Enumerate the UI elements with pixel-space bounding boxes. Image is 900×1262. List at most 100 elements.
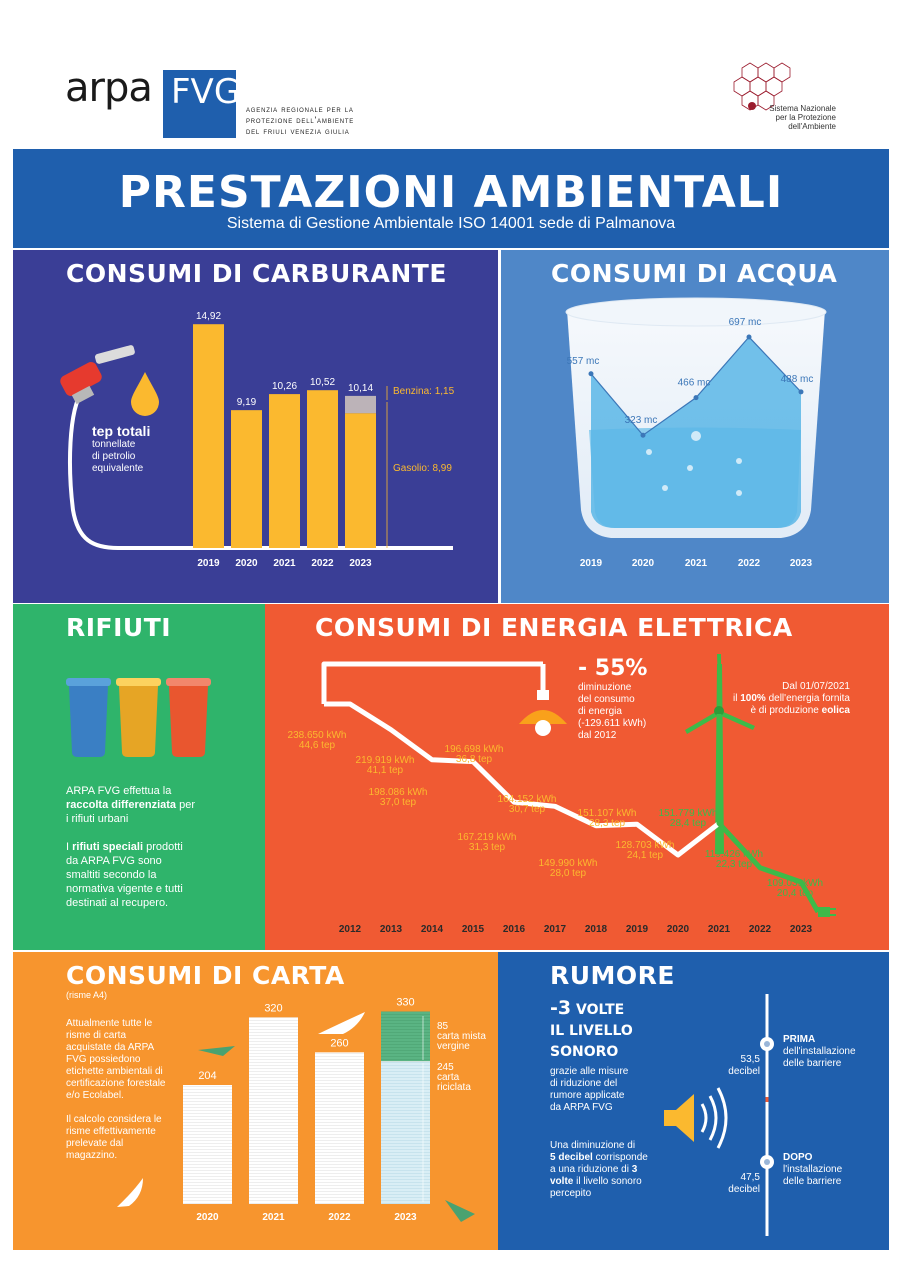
bubbles-decoration (646, 431, 742, 496)
energia-panel: CONSUMI DI ENERGIA ELETTRICA 238.650 kWh… (265, 604, 889, 950)
carta-mista-line-3: vergine (437, 1041, 470, 1052)
fuel-bar (307, 390, 338, 548)
energia-kwh-label: 238.650 kWh (288, 730, 347, 741)
wind-energy-note: Dal 01/07/2021 il 100% dell'energia forn… (725, 681, 850, 717)
energia-tep-label: 28,0 tep (550, 868, 587, 879)
acqua-value-label: 323 mc (625, 415, 658, 426)
plug-icon (818, 907, 836, 917)
energia-year-label: 2018 (585, 924, 608, 935)
rumore-desc-1: grazie alle misure (550, 1066, 629, 1077)
rumore-explain-3a: a una riduzione di (550, 1164, 632, 1175)
reduction-line-3: di energia (578, 706, 622, 717)
energia-year-label: 2012 (339, 924, 362, 935)
energia-year-label: 2014 (421, 924, 444, 935)
rifiuti-p2-f: normativa vigente e tutti (66, 883, 183, 895)
acqua-value-label: 466 mc (678, 378, 711, 389)
acqua-value-label: 488 mc (781, 374, 814, 385)
rumore-explain-2b: corrisponde (592, 1152, 648, 1163)
snpa-line-1: Sistema Nazionale (769, 104, 836, 113)
wind-note-line-2: il 100% dell'energia fornita (725, 693, 850, 705)
before-db-unit: decibel (728, 1066, 760, 1077)
acqua-chart: 557 mc 323 mc 466 mc 697 mc 488 mc 2019 2020 2… (565, 297, 827, 569)
reduction-line-4: (-129.611 kWh) (578, 718, 647, 729)
before-db: 53,5 decibel (718, 1054, 760, 1078)
rumore-explain-1: Una diminuzione di (550, 1140, 636, 1151)
wind-l3a: è di produzione (750, 705, 822, 716)
agency-line-3: del friuli venezia giulia (246, 126, 350, 136)
carburante-panel: CONSUMI DI CARBURANTE 14,92 2019 9,19 2020 1… (13, 250, 498, 603)
carta-riciclata-label: 245 carta riciclata (437, 1063, 471, 1093)
energia-tep-label: 20,4 tep (777, 888, 814, 899)
before-label: PRIMA (783, 1034, 816, 1045)
paper-year-label: 2021 (262, 1212, 285, 1223)
fuel-drop-icon (131, 372, 159, 416)
energy-reduction-value: - 55% (578, 656, 648, 681)
paper-bar-value: 330 (396, 997, 414, 1009)
wind-note-line-3: è di produzione eolica (725, 705, 850, 717)
acqua-year-label: 2023 (790, 558, 813, 569)
rifiuti-panel: RIFIUTI ARPA FVG effettua la raccolta di… (13, 604, 265, 950)
fuel-bar (193, 324, 224, 548)
rifiuti-p1-c: per (176, 799, 196, 811)
agency-name: agenzia regionale per la protezione dell… (246, 104, 354, 137)
energia-year-label: 2017 (544, 924, 567, 935)
agency-line-1: agenzia regionale per la (246, 104, 354, 114)
carta-riciclata-line-2: carta (437, 1072, 460, 1083)
rumore-desc-4: da ARPA FVG (550, 1102, 613, 1113)
carta-p1-l3: acquistate da ARPA (66, 1042, 155, 1053)
before-desc-2: dell'installazione (783, 1046, 856, 1057)
energia-year-label: 2023 (790, 924, 813, 935)
acqua-point (640, 432, 646, 438)
after-desc-3: delle barriere (783, 1176, 842, 1187)
snpa-hexagons-icon (733, 62, 791, 111)
energia-year-label: 2022 (749, 924, 772, 935)
tep-desc-1: tonnellate (92, 439, 136, 450)
rifiuti-p1: ARPA FVG effettua la raccolta differenzi… (66, 784, 256, 826)
reduction-line-2: del consumo (578, 694, 635, 705)
rifiuti-p2-c: prodotti (143, 841, 183, 853)
acqua-panel: CONSUMI DI ACQUA 557 mc 323 mc 466 mc 697 m… (501, 250, 889, 603)
paper-bar-value: 320 (264, 1002, 282, 1014)
rifiuti-p1-bold: raccolta differenziata (66, 799, 177, 811)
acqua-year-label: 2021 (685, 558, 708, 569)
rumore-explain-bold-1: 5 decibel (550, 1152, 593, 1163)
paper-bar-riciclata (381, 1061, 430, 1204)
acqua-value-label: 697 mc (729, 317, 762, 328)
acqua-value-label: 557 mc (567, 356, 600, 367)
rumore-explain: Una diminuzione di 5 decibel corrisponde… (550, 1140, 648, 1200)
acqua-title: CONSUMI DI ACQUA (551, 259, 838, 288)
energia-kwh-label: 119.426 kWh (705, 849, 763, 860)
rifiuti-p1-a: ARPA FVG effettua la (66, 785, 172, 797)
carta-riciclata-line-3: riciclata (437, 1082, 471, 1093)
energia-tep-label: 41,1 tep (367, 765, 404, 776)
carta-p2-l2: risme effettivamente (66, 1126, 156, 1137)
wind-l2-bold: 100% (740, 693, 766, 704)
fuel-bar-gasolio (345, 413, 376, 548)
wind-note-line-1: Dal 01/07/2021 (782, 681, 850, 692)
carta-p1-l7: e/o Ecolabel. (66, 1090, 124, 1101)
acqua-year-label: 2022 (738, 558, 761, 569)
wind-l2c: dell'energia fornita (765, 693, 850, 704)
acqua-point (746, 334, 752, 340)
red-bin-icon (166, 678, 211, 757)
energia-tep-label: 28,4 tep (670, 818, 707, 829)
wind-l3-bold: eolica (821, 705, 850, 716)
paper-bar (315, 1052, 364, 1204)
after-db-value: 47,5 (740, 1172, 760, 1183)
paper-year-label: 2020 (196, 1212, 219, 1223)
paper-bar-mista (381, 1011, 430, 1062)
benzina-label: Benzina: 1,15 (393, 386, 455, 397)
energia-year-label: 2016 (503, 924, 526, 935)
acqua-point (588, 371, 594, 377)
rifiuti-title: RIFIUTI (66, 613, 172, 642)
snpa-logo[interactable]: Sistema Nazionale per la Protezione dell… (722, 58, 842, 148)
carta-panel: CONSUMI DI CARTA (risme A4) Attualmente … (13, 952, 498, 1250)
page-title: PRESTAZIONI AMBIENTALI (118, 167, 784, 218)
tep-total-label: tep totali (92, 423, 151, 439)
rumore-explain-4b: il livello sonoro (573, 1176, 642, 1187)
after-desc-2: l'installazione (783, 1164, 843, 1175)
fuel-bar-value: 14,92 (196, 311, 221, 322)
energia-kwh-label: 198.086 kWh (369, 787, 428, 798)
rifiuti-p2-g: destinati al recupero. (66, 897, 169, 909)
rumore-desc: grazie alle misure di riduzione del rumo… (550, 1066, 628, 1114)
